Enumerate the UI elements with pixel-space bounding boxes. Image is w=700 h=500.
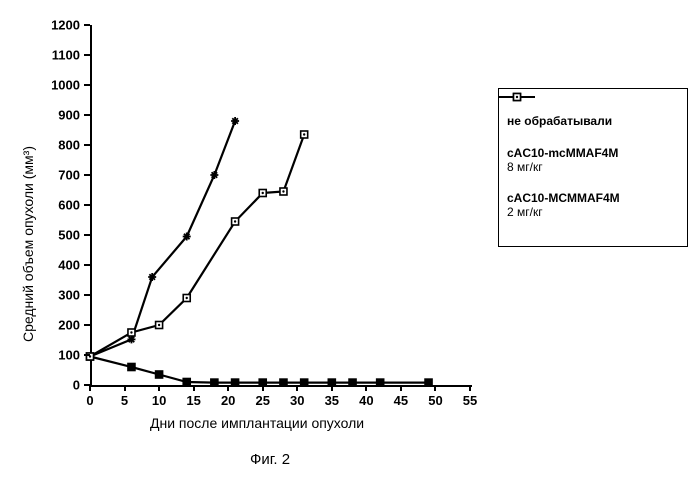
legend-label-8mg: cAC10-mcMMAF4M8 мг/кг	[507, 147, 618, 175]
ytick-label: 800	[0, 138, 80, 153]
ytick-label: 500	[0, 228, 80, 243]
xtick-line	[89, 385, 91, 391]
legend-label-untreated: не обрабатывали	[507, 115, 612, 129]
ytick-line	[84, 354, 90, 356]
xtick-label: 25	[255, 393, 269, 408]
ytick-line	[84, 324, 90, 326]
ytick-label: 100	[0, 348, 80, 363]
ytick-label: 1000	[0, 78, 80, 93]
xtick-label: 55	[463, 393, 477, 408]
xtick-line	[434, 385, 436, 391]
ytick-label: 900	[0, 108, 80, 123]
xtick-label: 50	[428, 393, 442, 408]
ytick-label: 1100	[0, 48, 80, 63]
ytick-line	[84, 144, 90, 146]
xtick-label: 40	[359, 393, 373, 408]
xtick-line	[193, 385, 195, 391]
xtick-line	[365, 385, 367, 391]
legend-entry-8mg: cAC10-mcMMAF4M8 мг/кг	[507, 147, 679, 175]
ytick-label: 400	[0, 258, 80, 273]
xtick-label: 20	[221, 393, 235, 408]
xtick-label: 15	[186, 393, 200, 408]
ytick-label: 700	[0, 168, 80, 183]
legend-label-2mg: cAC10-MCMMAF4M2 мг/кг	[507, 192, 620, 220]
xtick-label: 5	[121, 393, 128, 408]
ytick-line	[84, 84, 90, 86]
ytick-label: 1200	[0, 18, 80, 33]
xtick-label: 0	[86, 393, 93, 408]
xtick-line	[262, 385, 264, 391]
xtick-label: 45	[394, 393, 408, 408]
series-line-2mg	[90, 135, 304, 357]
ytick-line	[84, 264, 90, 266]
x-axis-label: Дни после имплантации опухоли	[150, 415, 364, 431]
chart-stage: Средний объем опухоли (мм³) Дни после им…	[0, 0, 700, 500]
xtick-line	[227, 385, 229, 391]
xtick-label: 35	[325, 393, 339, 408]
ytick-label: 200	[0, 318, 80, 333]
xtick-line	[400, 385, 402, 391]
xtick-label: 10	[152, 393, 166, 408]
ytick-line	[84, 24, 90, 26]
xtick-label: 30	[290, 393, 304, 408]
xtick-line	[124, 385, 126, 391]
ytick-line	[84, 114, 90, 116]
ytick-label: 300	[0, 288, 80, 303]
xtick-line	[469, 385, 471, 391]
legend-symbol-2mg	[499, 89, 535, 105]
xtick-line	[158, 385, 160, 391]
ytick-label: 600	[0, 198, 80, 213]
ytick-label: 0	[0, 378, 80, 393]
ytick-line	[84, 204, 90, 206]
xtick-line	[296, 385, 298, 391]
ytick-line	[84, 294, 90, 296]
ytick-line	[84, 54, 90, 56]
legend: не обрабатывали cAC10-mcMMAF4M8 мг/кг cAC1…	[498, 88, 688, 247]
ytick-line	[84, 234, 90, 236]
legend-entry-2mg: cAC10-MCMMAF4M2 мг/кг	[507, 192, 679, 220]
legend-entry-untreated: не обрабатывали	[507, 115, 679, 129]
xtick-line	[331, 385, 333, 391]
figure-caption: Фиг. 2	[250, 451, 290, 468]
ytick-line	[84, 174, 90, 176]
